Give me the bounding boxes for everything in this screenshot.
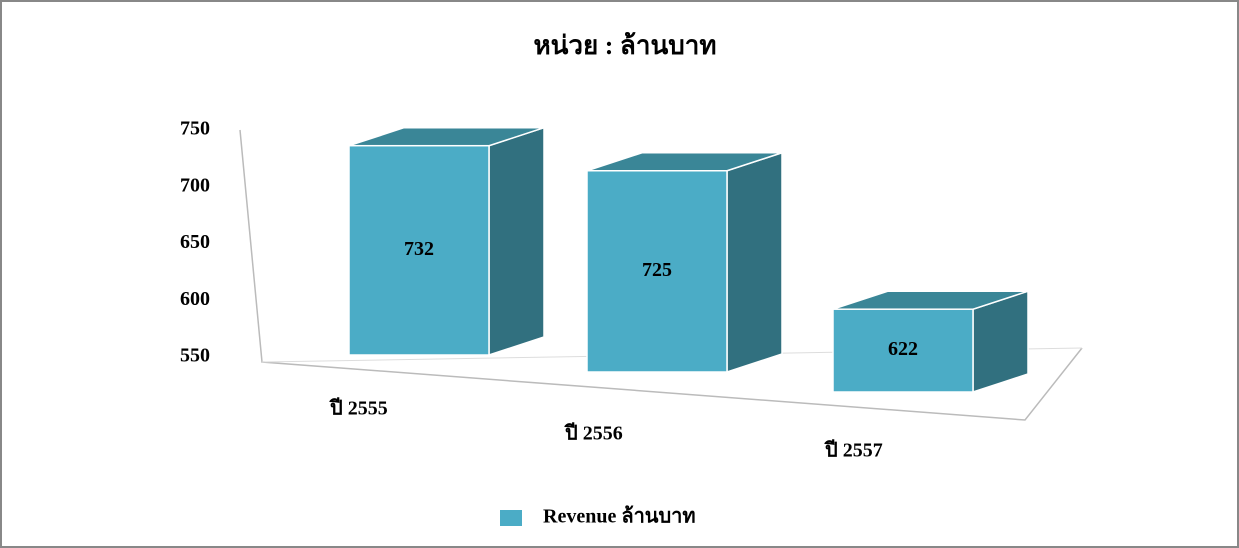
- chart-title: หน่วย : ล้านบาท: [534, 31, 717, 60]
- x-tick-label: ปี 2557: [824, 439, 883, 462]
- bar: [832, 308, 974, 393]
- y-tick-label: 700: [180, 174, 210, 196]
- y-tick-label: 750: [180, 118, 210, 140]
- bar-side: [488, 126, 545, 357]
- axis-frame: [239, 129, 1083, 421]
- y-tick-label: 600: [180, 288, 210, 310]
- y-tick-label: 650: [180, 231, 210, 253]
- data-label: 732: [404, 238, 434, 260]
- bar: [586, 170, 728, 373]
- bar-side: [726, 151, 783, 374]
- data-label: 622: [888, 338, 918, 360]
- y-tick-label: 550: [180, 345, 210, 367]
- legend-swatch: [500, 510, 522, 526]
- legend-label: Revenue ล้านบาท: [543, 505, 696, 528]
- bar: [348, 144, 490, 356]
- x-tick-label: ปี 2556: [564, 422, 623, 445]
- x-tick-label: ปี 2555: [329, 397, 388, 420]
- data-label: 725: [642, 259, 672, 281]
